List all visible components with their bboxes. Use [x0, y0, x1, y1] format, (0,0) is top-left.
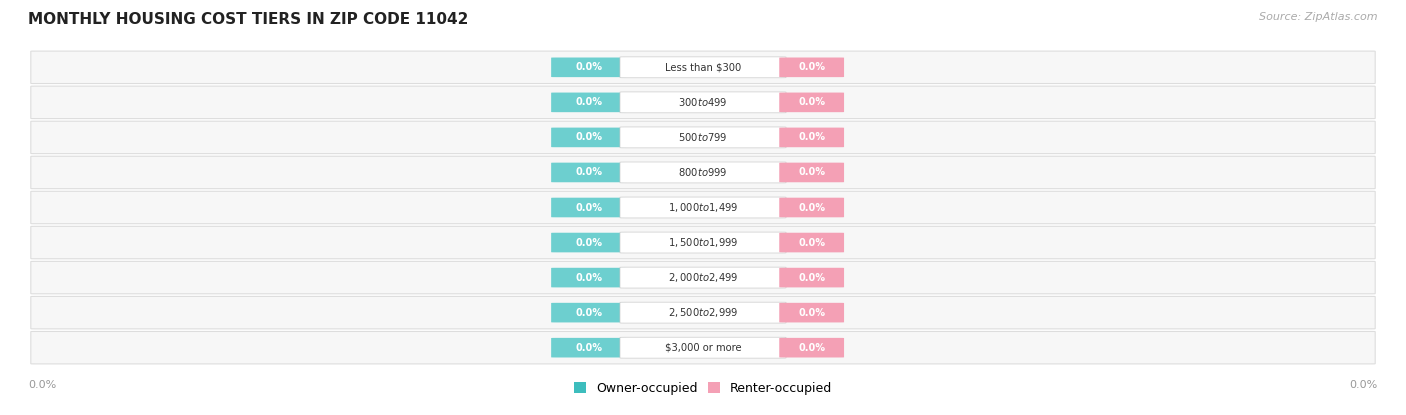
Text: 0.0%: 0.0% [575, 343, 602, 353]
FancyBboxPatch shape [31, 226, 1375, 259]
FancyBboxPatch shape [551, 163, 627, 182]
FancyBboxPatch shape [620, 302, 786, 323]
FancyBboxPatch shape [779, 233, 844, 252]
FancyBboxPatch shape [779, 198, 844, 217]
FancyBboxPatch shape [551, 268, 627, 288]
FancyBboxPatch shape [31, 86, 1375, 119]
Text: 0.0%: 0.0% [799, 308, 825, 317]
Text: 0.0%: 0.0% [799, 62, 825, 72]
Text: $1,000 to $1,499: $1,000 to $1,499 [668, 201, 738, 214]
Text: 0.0%: 0.0% [799, 132, 825, 142]
Text: 0.0%: 0.0% [799, 343, 825, 353]
FancyBboxPatch shape [620, 232, 786, 253]
Text: 0.0%: 0.0% [575, 237, 602, 247]
Text: 0.0%: 0.0% [28, 380, 56, 390]
FancyBboxPatch shape [620, 57, 786, 78]
Text: $2,000 to $2,499: $2,000 to $2,499 [668, 271, 738, 284]
FancyBboxPatch shape [620, 337, 786, 358]
FancyBboxPatch shape [31, 332, 1375, 364]
FancyBboxPatch shape [551, 58, 627, 77]
FancyBboxPatch shape [31, 296, 1375, 329]
Text: $2,500 to $2,999: $2,500 to $2,999 [668, 306, 738, 319]
FancyBboxPatch shape [620, 197, 786, 218]
Text: 0.0%: 0.0% [575, 308, 602, 317]
FancyBboxPatch shape [779, 268, 844, 288]
Text: 0.0%: 0.0% [1350, 380, 1378, 390]
Text: 0.0%: 0.0% [575, 168, 602, 178]
FancyBboxPatch shape [31, 121, 1375, 154]
FancyBboxPatch shape [551, 93, 627, 112]
FancyBboxPatch shape [779, 127, 844, 147]
FancyBboxPatch shape [620, 127, 786, 148]
FancyBboxPatch shape [551, 233, 627, 252]
FancyBboxPatch shape [779, 93, 844, 112]
FancyBboxPatch shape [779, 303, 844, 322]
Text: 0.0%: 0.0% [799, 237, 825, 247]
FancyBboxPatch shape [31, 156, 1375, 189]
Text: MONTHLY HOUSING COST TIERS IN ZIP CODE 11042: MONTHLY HOUSING COST TIERS IN ZIP CODE 1… [28, 12, 468, 27]
Text: 0.0%: 0.0% [575, 203, 602, 212]
FancyBboxPatch shape [31, 261, 1375, 294]
Text: $800 to $999: $800 to $999 [678, 166, 728, 178]
FancyBboxPatch shape [620, 162, 786, 183]
Text: 0.0%: 0.0% [575, 98, 602, 107]
Text: 0.0%: 0.0% [799, 273, 825, 283]
FancyBboxPatch shape [779, 338, 844, 357]
Text: $500 to $799: $500 to $799 [678, 132, 728, 144]
Text: 0.0%: 0.0% [799, 203, 825, 212]
Text: $300 to $499: $300 to $499 [678, 96, 728, 108]
Text: 0.0%: 0.0% [799, 168, 825, 178]
Text: Less than $300: Less than $300 [665, 62, 741, 72]
FancyBboxPatch shape [551, 338, 627, 357]
FancyBboxPatch shape [551, 198, 627, 217]
FancyBboxPatch shape [779, 163, 844, 182]
FancyBboxPatch shape [551, 303, 627, 322]
FancyBboxPatch shape [620, 92, 786, 113]
FancyBboxPatch shape [31, 51, 1375, 83]
FancyBboxPatch shape [551, 127, 627, 147]
FancyBboxPatch shape [779, 58, 844, 77]
Text: $3,000 or more: $3,000 or more [665, 343, 741, 353]
Legend: Owner-occupied, Renter-occupied: Owner-occupied, Renter-occupied [568, 377, 838, 400]
Text: 0.0%: 0.0% [799, 98, 825, 107]
Text: $1,500 to $1,999: $1,500 to $1,999 [668, 236, 738, 249]
Text: 0.0%: 0.0% [575, 273, 602, 283]
FancyBboxPatch shape [620, 267, 786, 288]
Text: 0.0%: 0.0% [575, 132, 602, 142]
Text: 0.0%: 0.0% [575, 62, 602, 72]
FancyBboxPatch shape [31, 191, 1375, 224]
Text: Source: ZipAtlas.com: Source: ZipAtlas.com [1260, 12, 1378, 22]
